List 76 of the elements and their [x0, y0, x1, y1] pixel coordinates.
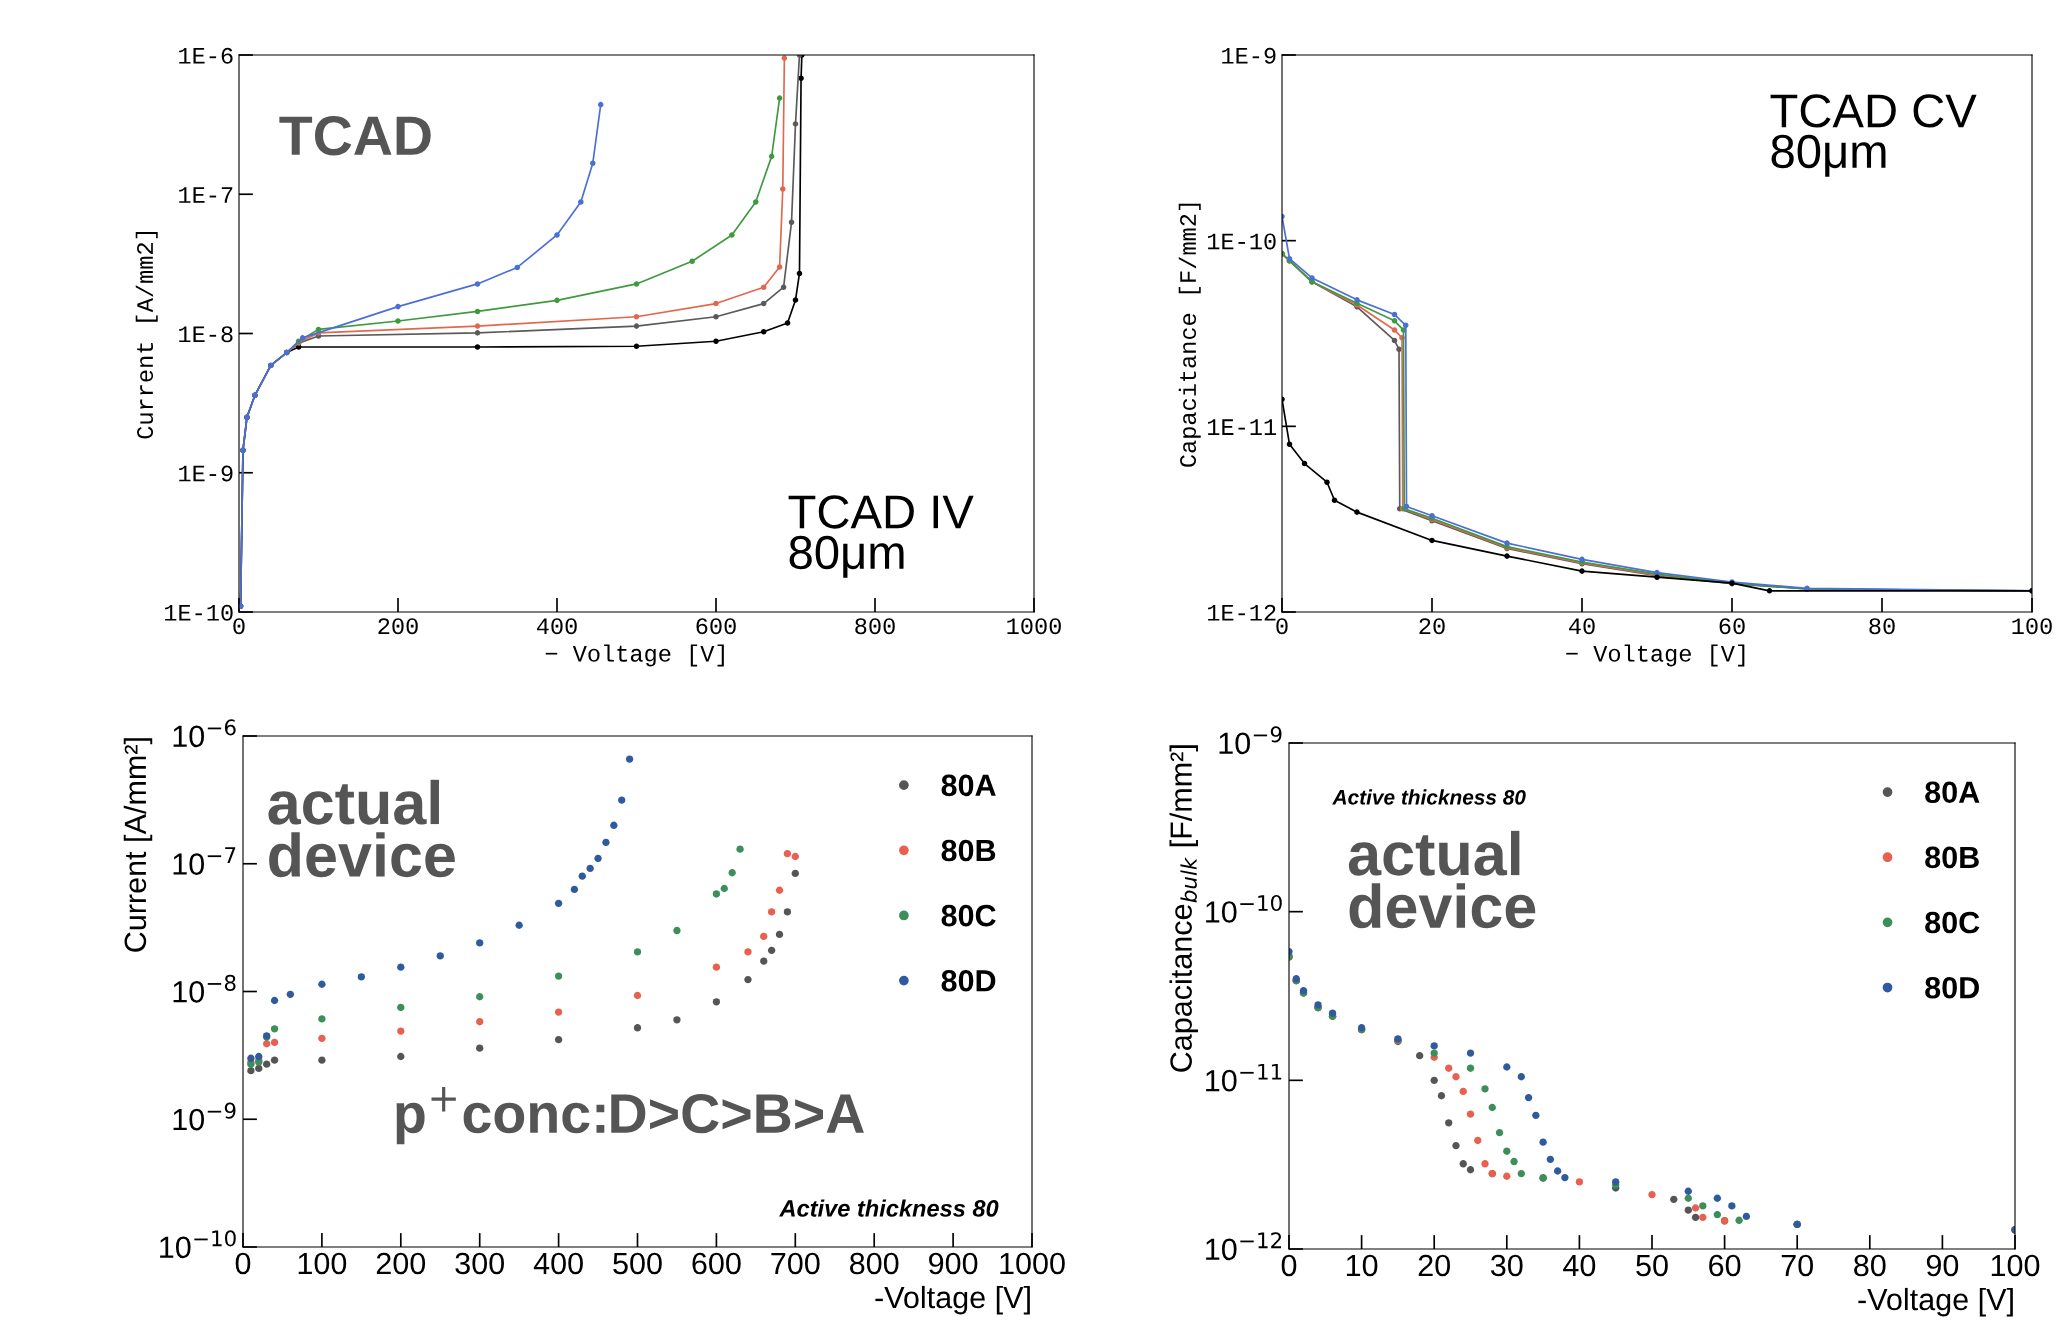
x-tick-label: 0 — [1281, 1254, 1297, 1277]
legend-label: 80A — [941, 774, 996, 797]
x-tick-label: 100 — [1991, 1254, 2040, 1277]
x-axis-title: -Voltage [V] — [875, 1285, 1030, 1315]
x-tick-label: 300 — [455, 1252, 504, 1275]
x-tick-label: 0 — [233, 618, 245, 635]
y-tick-label: 10$^{−11}$ — [1206, 1063, 1282, 1092]
x-tick-label: 10 — [1346, 1254, 1378, 1277]
x-tick-label: 600 — [696, 618, 736, 635]
x-tick-label: 200 — [376, 1252, 426, 1275]
x-tick-label: 900 — [929, 1252, 978, 1275]
y-tick-label: 10$^{−9}$ — [1219, 726, 1282, 755]
y-axis-title: Current [A/mm²] — [123, 738, 153, 952]
legend-label: 80C — [1925, 911, 1980, 934]
x-tick-label: 200 — [378, 618, 418, 635]
annotation: Active thickness 80 — [1332, 789, 1526, 805]
x-tick-label: 70 — [1781, 1254, 1813, 1277]
y-axis-title: Current [A/mm2] — [135, 231, 158, 439]
legend-label: 80D — [941, 969, 996, 992]
y-tick-label: 1E-10 — [1208, 233, 1276, 250]
legend-label: 80D — [1925, 976, 1979, 999]
legend-label: 80A — [1925, 781, 1980, 804]
x-axis-title: − Voltage [V] — [545, 644, 724, 667]
y-tick-label: 1E-9 — [1222, 47, 1276, 64]
y-axis-title: Capacitance$_{bulk}$ [F/mm²] — [1169, 745, 1198, 1072]
y-tick-label: 1E-9 — [179, 465, 233, 482]
x-tick-label: 100 — [2012, 618, 2052, 635]
x-tick-label: 90 — [1926, 1254, 1959, 1277]
x-tick-label: 1000 — [1000, 1252, 1065, 1275]
x-tick-label: 40 — [1563, 1254, 1596, 1277]
x-axis-title: -Voltage [V] — [1858, 1287, 2013, 1317]
y-tick-label: 1E-11 — [1208, 419, 1276, 435]
legend-label: 80B — [1925, 846, 1979, 869]
y-tick-label: 10$^{−8}$ — [173, 974, 236, 1003]
y-tick-label: 10$^{−9}$ — [173, 1102, 236, 1131]
y-tick-label: 1E-12 — [1208, 604, 1276, 621]
y-tick-label: 1E-8 — [179, 326, 233, 343]
x-axis-title: − Voltage [V] — [1566, 644, 1745, 667]
y-axis-title: Capacitance [F/mm2] — [1178, 203, 1201, 467]
x-tick-label: 60 — [1719, 618, 1745, 635]
annotation: TCAD CV 80μm — [1770, 94, 1977, 177]
y-tick-label: 10$^{−10}$ — [1206, 894, 1282, 923]
x-tick-label: 80 — [1854, 1254, 1886, 1277]
annotation: actual device — [268, 779, 455, 878]
x-tick-label: 500 — [613, 1252, 662, 1275]
x-tick-label: 60 — [1709, 1254, 1741, 1277]
y-tick-label: 10$^{−12}$ — [1206, 1232, 1282, 1261]
x-tick-label: 600 — [692, 1252, 741, 1275]
x-tick-label: 50 — [1636, 1254, 1668, 1277]
x-tick-label: 20 — [1419, 618, 1445, 635]
x-tick-label: 40 — [1569, 618, 1595, 635]
legend-label: 80C — [941, 904, 996, 927]
y-tick-label: 1E-10 — [165, 604, 233, 621]
x-tick-label: 20 — [1418, 1254, 1450, 1277]
annotation: TCAD IV 80μm — [788, 495, 974, 578]
y-tick-label: 1E-7 — [179, 187, 233, 203]
x-tick-label: 100 — [298, 1252, 347, 1275]
x-tick-label: 30 — [1490, 1254, 1523, 1277]
annotation: Active thickness 80 — [779, 1199, 999, 1217]
x-tick-label: 400 — [536, 618, 577, 635]
x-tick-label: 400 — [533, 1252, 583, 1275]
x-tick-label: 80 — [1869, 618, 1895, 635]
y-tick-label: 10$^{−7}$ — [173, 847, 236, 875]
x-tick-label: 700 — [771, 1252, 820, 1275]
x-tick-label: 800 — [855, 618, 895, 635]
annotation: p$^{+}$conc:D>C>B>A — [396, 1087, 864, 1145]
legend-label: 80B — [941, 839, 996, 862]
x-tick-label: 0 — [1276, 618, 1288, 635]
x-tick-label: 0 — [235, 1252, 251, 1275]
x-tick-label: 1000 — [1007, 618, 1061, 635]
annotation: actual device — [1348, 830, 1536, 929]
y-tick-label: 1E-6 — [179, 47, 233, 64]
annotation: TCAD — [279, 116, 431, 156]
y-tick-label: 10$^{−6}$ — [173, 719, 236, 748]
y-tick-label: 10$^{−10}$ — [160, 1230, 236, 1259]
x-tick-label: 800 — [850, 1252, 899, 1275]
